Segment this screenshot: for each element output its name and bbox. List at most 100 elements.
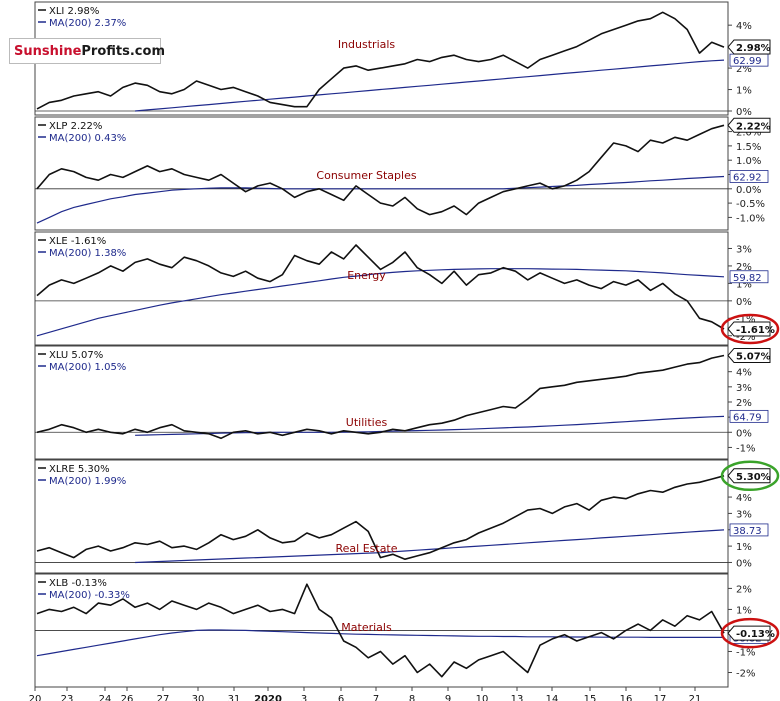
ma-value-box <box>729 409 769 423</box>
y-tick-label: 2.0% <box>736 128 761 139</box>
red-highlight-ellipse <box>720 617 780 649</box>
ma-value-box <box>729 523 769 537</box>
y-tick-label: 0% <box>736 428 752 439</box>
y-tick-label: 4% <box>736 493 752 504</box>
y-tick-label: 1.0% <box>736 156 761 167</box>
last-value-box <box>727 117 771 133</box>
price-line <box>36 354 725 440</box>
ma-line <box>36 268 725 337</box>
last-value-box <box>727 347 771 363</box>
y-tick-label: 3% <box>736 383 752 394</box>
ma-value-label: 62.99 <box>733 56 762 67</box>
x-tick-label: 15 <box>584 694 597 701</box>
y-tick-label: 2% <box>736 584 752 595</box>
panel-frame <box>34 459 729 574</box>
y-tick-label: 3% <box>736 509 752 520</box>
y-tick-label: 4% <box>736 21 752 32</box>
legend-price: XLRE 5.30% <box>49 464 110 475</box>
last-value-box <box>727 321 771 337</box>
legend-ma: MA(200) 0.43% <box>49 133 126 144</box>
ma-value-label: 59.82 <box>733 273 762 284</box>
legend-price: XLI 2.98% <box>49 6 99 17</box>
legend-price: XLE -1.61% <box>49 236 106 247</box>
y-tick-label: 1.5% <box>736 142 761 153</box>
y-tick-label: 2% <box>736 64 752 75</box>
x-tick-label: 23 <box>61 694 74 701</box>
red-highlight-ellipse <box>720 313 780 345</box>
ma-line <box>135 529 725 564</box>
y-tick-label: -1% <box>736 647 755 658</box>
last-value-box <box>727 39 771 55</box>
x-tick-label: 6 <box>338 694 344 701</box>
x-tick-label: 27 <box>157 694 170 701</box>
panel-title: Consumer Staples <box>316 169 416 182</box>
y-tick-label: 2% <box>736 262 752 273</box>
ma-value-label: 62.92 <box>733 173 762 184</box>
ma-value-label: 64.79 <box>733 412 762 423</box>
legend-price: XLU 5.07% <box>49 350 103 361</box>
y-tick-label: -2% <box>736 332 755 343</box>
y-tick-label: -0.5% <box>736 199 765 210</box>
y-tick-label: 3% <box>736 244 752 255</box>
price-line <box>36 11 725 110</box>
legend-price: XLP 2.22% <box>49 121 102 132</box>
ma-line <box>36 175 725 224</box>
x-tick-label: 30 <box>192 694 205 701</box>
panel-title: Real Estate <box>335 542 397 555</box>
x-tick-label: 21 <box>689 694 702 701</box>
x-tick-label: 13 <box>511 694 524 701</box>
panel-title: Energy <box>347 269 386 282</box>
y-tick-label: -1.0% <box>736 213 765 224</box>
logo-part2: Profits.com <box>81 44 165 59</box>
panel-title: Industrials <box>338 38 396 51</box>
x-tick-label: 8 <box>409 694 415 701</box>
last-value-label: 2.98% <box>736 43 771 54</box>
legend-ma: MA(200) 1.05% <box>49 362 126 373</box>
ma-value-label: 38.73 <box>733 526 762 537</box>
y-tick-label: 2% <box>736 398 752 409</box>
y-tick-label: 1% <box>736 605 752 616</box>
price-line <box>36 475 725 560</box>
y-tick-label: -1% <box>736 443 755 454</box>
sunshine-profits-logo: SunshineProfits.com <box>9 38 165 64</box>
last-value-box <box>727 468 771 484</box>
y-tick-label: -1% <box>736 314 755 325</box>
x-tick-label: 2020 <box>254 694 282 701</box>
price-line <box>36 124 725 216</box>
ma-value-box <box>729 270 769 284</box>
y-tick-label: 1% <box>736 86 752 97</box>
y-tick-label: 1% <box>736 279 752 290</box>
last-value-label: 5.30% <box>736 472 771 483</box>
price-line <box>36 244 725 330</box>
x-tick-label: 31 <box>228 694 241 701</box>
last-value-label: -0.13% <box>736 629 775 640</box>
y-tick-label: 0% <box>736 558 752 569</box>
ma-value-box <box>729 170 769 183</box>
x-tick-label: 24 <box>99 694 112 701</box>
legend-ma: MA(200) -0.33% <box>49 590 130 601</box>
legend-ma: MA(200) 1.99% <box>49 476 126 487</box>
x-tick-label: 10 <box>476 694 489 701</box>
x-tick-label: 17 <box>654 694 667 701</box>
y-tick-label: 0% <box>736 107 752 118</box>
panel-title: Utilities <box>346 416 388 429</box>
x-tick-label: 9 <box>445 694 451 701</box>
last-value-label: 2.22% <box>736 121 771 132</box>
ma-line <box>135 59 725 112</box>
green-highlight-ellipse <box>720 460 780 492</box>
panel-frame <box>34 345 729 460</box>
logo-part1: Sunshine <box>14 44 82 59</box>
x-tick-label: 7 <box>373 694 379 701</box>
last-value-box <box>727 625 771 641</box>
legend-ma: MA(200) 2.37% <box>49 18 126 29</box>
x-tick-label: 26 <box>121 694 134 701</box>
legend-ma: MA(200) 1.38% <box>49 248 126 259</box>
y-tick-label: 4% <box>736 368 752 379</box>
y-tick-label: 1% <box>736 542 752 553</box>
panel-frame <box>34 116 729 231</box>
y-tick-label: -2% <box>736 668 755 679</box>
legend-price: XLB -0.13% <box>49 578 107 589</box>
price-line <box>36 583 725 678</box>
x-tick-label: 14 <box>546 694 559 701</box>
